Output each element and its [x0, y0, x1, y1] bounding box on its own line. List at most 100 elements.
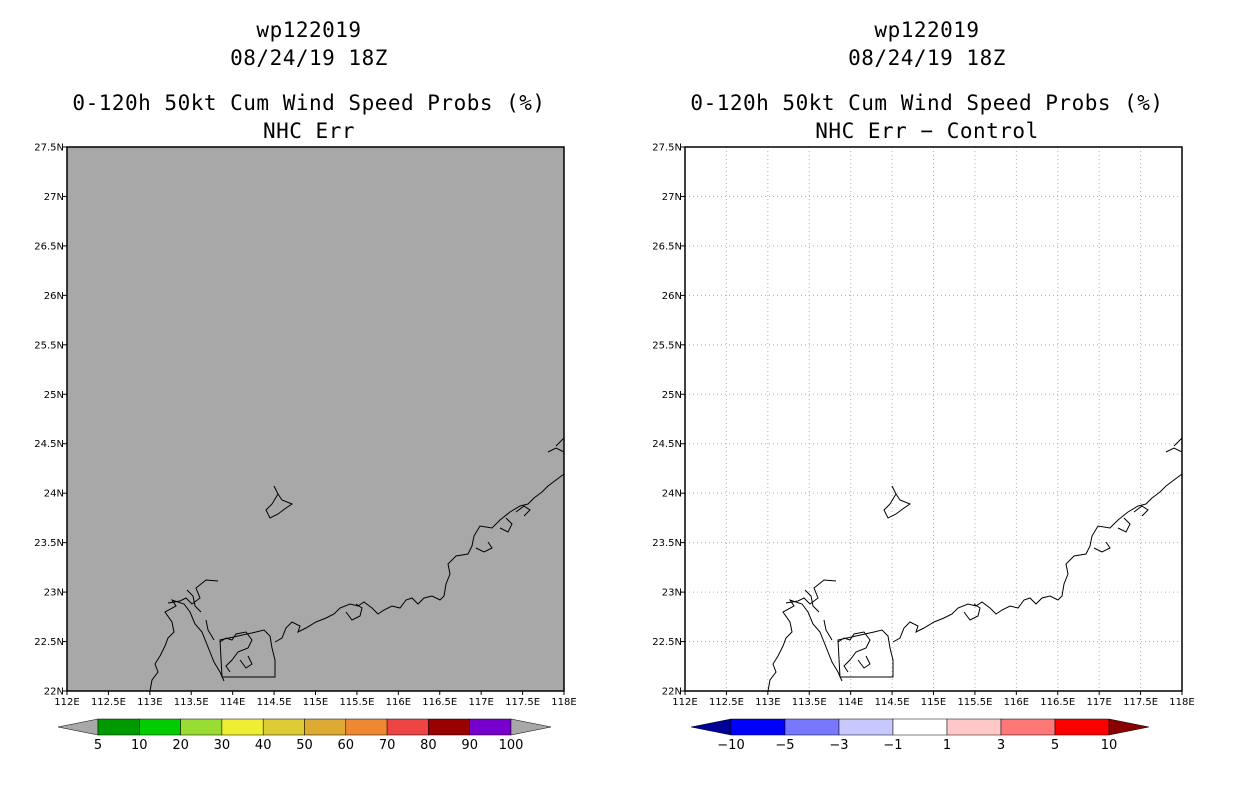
colorbar-label: 100: [499, 738, 524, 753]
x-tick-label: 117E: [468, 697, 493, 708]
colorbar-label: −3: [829, 738, 848, 753]
colorbar-segment: [892, 718, 948, 736]
datetime-title: 08/24/19 18Z: [230, 46, 388, 70]
coastline-segment: [219, 631, 253, 673]
y-tick-label: 25.5N: [652, 340, 682, 351]
grid-lines: [685, 147, 1182, 691]
y-tick-label: 23.5N: [34, 538, 64, 549]
colorbar-label: −10: [717, 738, 744, 753]
left-panel: wp122019 08/24/19 18Z 0-120h 50kt Cum Wi…: [34, 18, 576, 754]
map-area: [67, 147, 564, 691]
x-tick-label: 113E: [137, 697, 162, 708]
coastline-segment: [823, 619, 833, 641]
coastline-segment: [1133, 505, 1149, 517]
storm-id-title: wp122019: [256, 18, 362, 42]
colorbar: −10 −5 −3 −1 1 3 5 10: [690, 718, 1150, 753]
y-tick-label: 26.5N: [34, 241, 64, 252]
y-tick-label: 26N: [662, 291, 682, 302]
y-tick-label: 23N: [662, 588, 682, 599]
x-tick-label: 117.5E: [1123, 697, 1158, 708]
y-tick-label: 24N: [44, 489, 64, 500]
colorbar-segment: [784, 718, 840, 736]
colorbar-segment: [262, 718, 305, 736]
y-tick-label: 25N: [662, 390, 682, 401]
colorbar-label: 1: [943, 738, 951, 753]
colorbar-segment: [180, 718, 223, 736]
coastline-segment: [149, 599, 225, 692]
x-tick-label: 112E: [54, 697, 79, 708]
y-tick-label: 24.5N: [652, 439, 682, 450]
x-tick-label: 118E: [551, 697, 576, 708]
x-tick-label: 115.5E: [339, 697, 374, 708]
y-tick-label: 27N: [44, 192, 64, 203]
x-tick-label: 117.5E: [505, 697, 540, 708]
y-tick-label: 23N: [44, 588, 64, 599]
x-tick-label: 117E: [1086, 697, 1111, 708]
storm-id-title: wp122019: [874, 18, 980, 42]
coastline-segment: [767, 599, 843, 692]
product-title: 0-120h 50kt Cum Wind Speed Probs (%): [690, 91, 1164, 115]
y-tick-label: 27.5N: [652, 143, 682, 154]
right-panel: wp122019 08/24/19 18Z 0-120h 50kt Cum Wi…: [618, 0, 1236, 800]
y-tick-label: 24N: [662, 489, 682, 500]
coastline: [767, 437, 1183, 692]
x-tick-label: 116E: [1004, 697, 1029, 708]
x-tick-label: 114.5E: [257, 697, 292, 708]
x-tick-label: 115E: [921, 697, 946, 708]
y-tick-label: 22N: [44, 687, 64, 698]
coastline-segment: [1117, 517, 1131, 533]
x-tick-label: 118E: [1169, 697, 1194, 708]
colorbar-label: 60: [338, 738, 355, 753]
colorbar-segment: [345, 718, 388, 736]
map-plot: 112E 112.5E 113E 113.5E 114E 114.5E 115E 115.5E…: [652, 143, 1195, 754]
x-tick-label: 113.5E: [792, 697, 827, 708]
colorbar-segment: [139, 718, 181, 736]
colorbar-label: 10: [1101, 738, 1118, 753]
coastline-segment: [205, 619, 215, 641]
x-tick-label: 115.5E: [957, 697, 992, 708]
coastline-segment: [857, 655, 871, 669]
colorbar-segment: [838, 718, 894, 736]
y-tick-label: 27N: [662, 192, 682, 203]
coastline-segment: [499, 517, 513, 533]
panel-subtitle: NHC Err: [262, 119, 355, 143]
coastline-segment: [239, 655, 253, 669]
y-tick-label: 26N: [44, 291, 64, 302]
colorbar-under-triangle: [57, 718, 99, 736]
y-tick-label: 24.5N: [34, 439, 64, 450]
colorbar-over-triangle: [510, 718, 552, 736]
x-tick-label: 115E: [303, 697, 328, 708]
panel-subtitle: NHC Err − Control: [815, 119, 1039, 143]
x-tick-label: 112.5E: [709, 697, 744, 708]
coastline-segment: [1165, 447, 1183, 453]
x-tick-label: 116.5E: [422, 697, 457, 708]
y-tick-label: 25.5N: [34, 340, 64, 351]
coastline-segment: [475, 541, 493, 553]
colorbar-label: 5: [94, 738, 102, 753]
coastline-segment: [1093, 541, 1111, 553]
map-plot: 112E 112.5E 113E 113.5E 114E 114.5E 115E 115.5E…: [34, 143, 576, 754]
coastline-segment: [345, 603, 363, 621]
colorbar-segment: [221, 718, 264, 736]
coastline-segment: [883, 485, 912, 519]
coastline-segment: [837, 631, 871, 673]
colorbar: 5 10 20 30 40 50 60 70 80 90 100: [57, 718, 552, 753]
colorbar-label: 30: [214, 738, 231, 753]
colorbar-segment: [97, 718, 140, 736]
colorbar-segment: [386, 718, 429, 736]
y-tick-label: 27.5N: [34, 143, 64, 154]
coastline-segment: [963, 603, 981, 621]
x-tick-label: 116E: [386, 697, 411, 708]
colorbar-label: 5: [1051, 738, 1059, 753]
coastline-segment: [804, 589, 820, 613]
x-axis: 112E 112.5E 113E 113.5E 114E 114.5E 115E 115.5E…: [672, 691, 1195, 708]
x-tick-label: 112E: [672, 697, 697, 708]
colorbar-segment: [469, 718, 512, 736]
x-tick-label: 114E: [220, 697, 245, 708]
y-tick-label: 22.5N: [652, 637, 682, 648]
y-tick-label: 26.5N: [652, 241, 682, 252]
coastline-segment: [837, 629, 894, 678]
x-tick-label: 114E: [838, 697, 863, 708]
coastline-segment: [892, 473, 1183, 643]
coastline: [149, 437, 565, 692]
